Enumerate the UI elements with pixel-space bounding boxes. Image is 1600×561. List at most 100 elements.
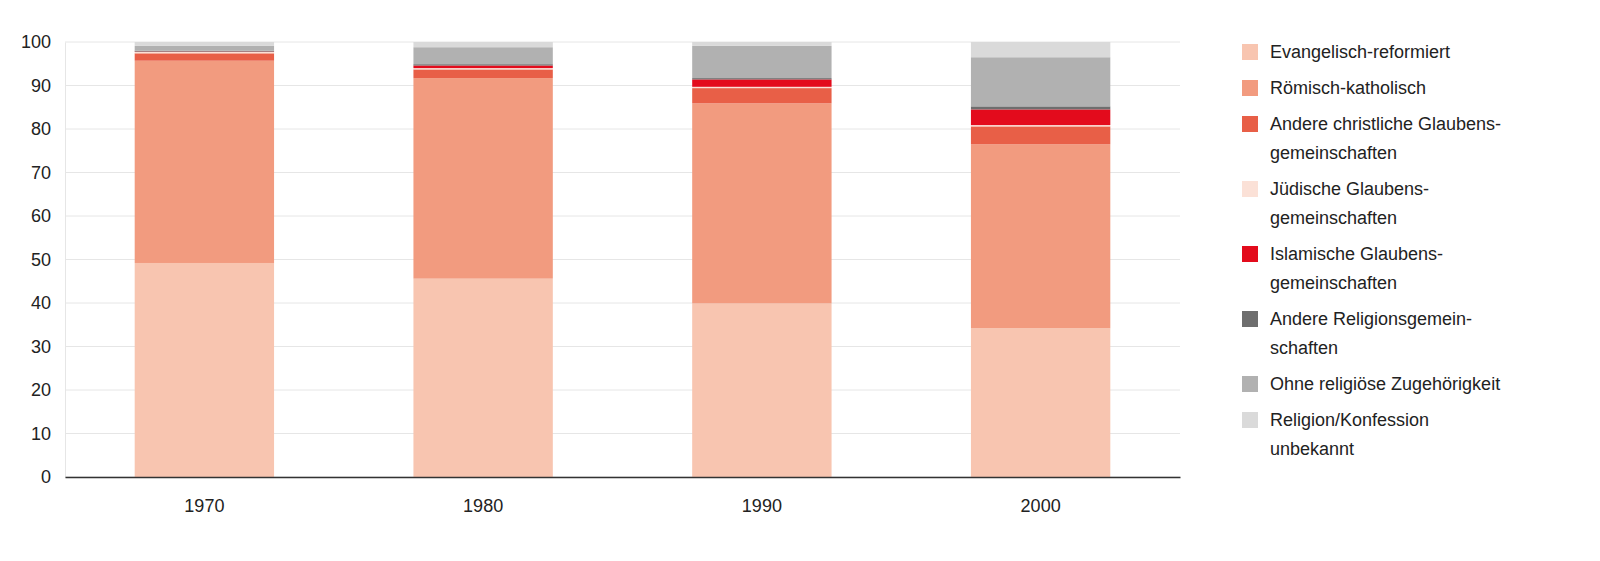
- y-tick: 30: [31, 337, 65, 357]
- legend-item: Jüdische Glaubens-gemeinschaften: [1242, 179, 1429, 228]
- legend-label-line: Römisch-katholisch: [1270, 78, 1426, 98]
- bar-segment: [692, 87, 831, 88]
- x-tick: 2000: [1021, 477, 1061, 516]
- legend-swatch: [1242, 116, 1258, 132]
- bar-segment: [413, 68, 552, 69]
- bar-segment: [135, 46, 274, 51]
- y-tick-label: 40: [31, 293, 51, 313]
- legend-label: Religion/Konfession unbekannt: [1270, 410, 1429, 459]
- x-tick-label: 1990: [742, 496, 782, 516]
- legend-label: Islamische Glaubens-gemeinschaften: [1270, 244, 1443, 293]
- y-tick: 10: [31, 424, 65, 444]
- bar-segment: [971, 126, 1110, 144]
- bar-segment: [135, 42, 274, 46]
- bar-segment: [971, 125, 1110, 126]
- bar-segment: [692, 103, 831, 303]
- bar-segment: [971, 42, 1110, 57]
- bar-segment: [971, 328, 1110, 477]
- y-tick: 70: [31, 163, 65, 183]
- x-axis-line: [66, 477, 1181, 479]
- legend-swatch: [1242, 80, 1258, 96]
- bar-segment: [692, 78, 831, 79]
- bar-segment: [692, 42, 831, 46]
- legend-swatch: [1242, 412, 1258, 428]
- y-tick-label: 70: [31, 163, 51, 183]
- chart: 01020304050607080901001970198019902000Ev…: [0, 0, 1600, 561]
- legend-label-line: Andere Religionsgemein-: [1270, 309, 1472, 329]
- legend-label-line: unbekannt: [1270, 439, 1354, 459]
- x-tick: 1970: [184, 477, 224, 516]
- legend-label: Ohne religiöse Zugehörigkeit: [1270, 374, 1500, 394]
- legend: Evangelisch-reformiert Römisch-katholisch…: [1242, 42, 1501, 459]
- legend-item: Evangelisch-reformiert: [1242, 42, 1450, 62]
- legend-item: Ohne religiöse Zugehörigkeit: [1242, 374, 1500, 394]
- bar-segment: [413, 279, 552, 477]
- bar-segment: [135, 61, 274, 263]
- bar-segment: [971, 106, 1110, 109]
- x-tick: 1980: [463, 477, 503, 516]
- bar-segment: [692, 303, 831, 477]
- legend-swatch: [1242, 44, 1258, 60]
- bar-segment: [135, 263, 274, 477]
- y-tick: 50: [31, 250, 65, 270]
- legend-item: Islamische Glaubens-gemeinschaften: [1242, 244, 1443, 293]
- y-tick-label: 30: [31, 337, 51, 357]
- y-tick-label: 50: [31, 250, 51, 270]
- legend-swatch: [1242, 181, 1258, 197]
- legend-label-line: Evangelisch-reformiert: [1270, 42, 1450, 62]
- bar-segment: [413, 78, 552, 279]
- x-axis: 1970 1980 1990 2000: [66, 477, 1181, 516]
- bar-segment: [971, 144, 1110, 328]
- bar-segment: [135, 52, 274, 53]
- bar-segment: [135, 53, 274, 60]
- legend-swatch: [1242, 246, 1258, 262]
- legend-swatch: [1242, 311, 1258, 327]
- y-tick: 80: [31, 119, 65, 139]
- bar-segment: [413, 47, 552, 64]
- y-tick-label: 80: [31, 119, 51, 139]
- legend-label: Evangelisch-reformiert: [1270, 42, 1450, 62]
- y-tick-label: 20: [31, 380, 51, 400]
- y-tick-label: 60: [31, 206, 51, 226]
- x-tick-label: 1970: [184, 496, 224, 516]
- legend-label: Jüdische Glaubens-gemeinschaften: [1270, 179, 1429, 228]
- legend-item: Religion/Konfession unbekannt: [1242, 410, 1429, 459]
- legend-label-line: gemeinschaften: [1270, 143, 1397, 163]
- legend-label-line: Islamische Glaubens-: [1270, 244, 1443, 264]
- bar-segment: [413, 65, 552, 68]
- legend-item: Römisch-katholisch: [1242, 78, 1426, 98]
- legend-label: Andere Religionsgemein-schaften: [1270, 309, 1472, 358]
- legend-label: Andere christliche Glaubens-gemeinschaft…: [1270, 114, 1501, 163]
- bar-segment: [135, 51, 274, 52]
- bar-segment: [413, 69, 552, 78]
- y-tick: 20: [31, 380, 65, 400]
- bar-segment: [413, 42, 552, 47]
- y-tick: 0: [41, 467, 65, 487]
- bars: [135, 42, 1111, 477]
- bar-segment: [692, 88, 831, 103]
- legend-swatch: [1242, 376, 1258, 392]
- legend-label-line: schaften: [1270, 338, 1338, 358]
- legend-label-line: Andere christliche Glaubens-: [1270, 114, 1501, 134]
- bar-segment: [692, 79, 831, 86]
- y-tick: 90: [31, 76, 65, 96]
- y-tick: 40: [31, 293, 65, 313]
- bar-segment: [692, 46, 831, 78]
- x-tick-label: 1980: [463, 496, 503, 516]
- bar-segment: [413, 64, 552, 65]
- legend-label-line: gemeinschaften: [1270, 273, 1397, 293]
- legend-label-line: Religion/Konfession: [1270, 410, 1429, 430]
- bar-segment: [971, 57, 1110, 106]
- legend-label-line: Jüdische Glaubens-: [1270, 179, 1429, 199]
- y-axis: 0102030405060708090100: [21, 32, 66, 487]
- legend-item: Andere Religionsgemein-schaften: [1242, 309, 1472, 358]
- legend-label: Römisch-katholisch: [1270, 78, 1426, 98]
- legend-item: Andere christliche Glaubens-gemeinschaft…: [1242, 114, 1501, 163]
- y-axis-line: [65, 43, 66, 478]
- y-tick-label: 90: [31, 76, 51, 96]
- x-tick-label: 2000: [1021, 496, 1061, 516]
- grid: [65, 42, 1180, 477]
- y-tick: 60: [31, 206, 65, 226]
- y-tick-label: 0: [41, 467, 51, 487]
- y-tick-label: 10: [31, 424, 51, 444]
